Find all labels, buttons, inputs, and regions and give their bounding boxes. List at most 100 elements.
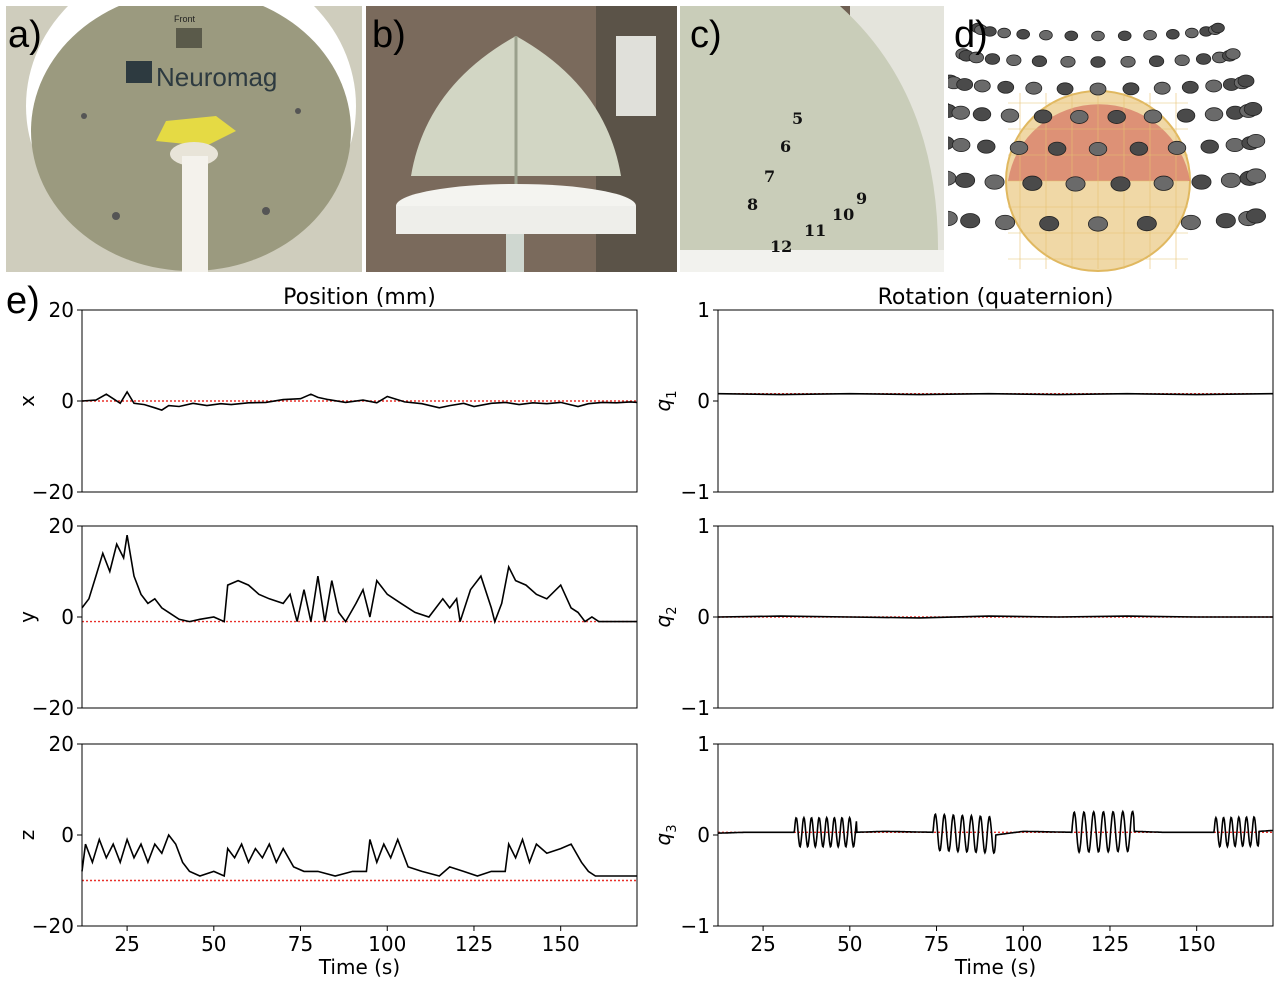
chart-x: Position (mm) 20 0 −20 x — [15, 285, 638, 504]
y-axis-label: q3 — [651, 825, 680, 846]
y-tick-label: 0 — [697, 389, 710, 413]
axes-frame — [717, 309, 1274, 493]
sensor-dot — [1167, 140, 1187, 155]
sensor-dot — [1091, 30, 1105, 42]
sensor-dot — [1110, 176, 1131, 192]
phantom-photo-b — [366, 6, 677, 272]
sensor-dot — [1245, 208, 1266, 224]
x-tick-label: 125 — [455, 932, 493, 956]
y-axis-label: y — [15, 611, 39, 623]
y-tick-label: −1 — [681, 914, 710, 938]
y-axis-label: z — [15, 830, 39, 841]
sensor-dot — [972, 107, 992, 122]
sensor-dot — [1009, 140, 1029, 155]
sensor-dot — [1060, 55, 1076, 68]
sensor-dot — [1070, 109, 1089, 124]
series-line-z — [81, 833, 637, 878]
y-axis-label: x — [15, 395, 39, 407]
sensor-dot — [1215, 213, 1236, 229]
series-line-x — [81, 390, 638, 411]
sensor-dot — [1031, 55, 1048, 68]
x-axis-label: Time (s) — [318, 955, 400, 979]
y-tick-label: 20 — [49, 732, 74, 756]
panel-letter-c: c) — [690, 14, 722, 56]
sensor-dot — [1191, 174, 1212, 190]
sensor-dot — [1174, 54, 1190, 67]
sensor-dot — [956, 78, 974, 91]
sensor-dot — [1039, 30, 1053, 41]
y-tick-label: 20 — [49, 514, 74, 538]
phantom-photo-c: 5 6 7 8 9 10 11 12 — [680, 6, 944, 272]
neuromag-logo: Neuromag — [156, 62, 277, 92]
sensor-dot — [1136, 216, 1157, 232]
y-tick-label: −1 — [681, 696, 710, 720]
panel-letter-e: e) — [6, 280, 40, 322]
sensor-dot — [1122, 82, 1140, 96]
sensor-dot — [1185, 27, 1199, 39]
sensor-dot — [1129, 141, 1149, 156]
sensor-dot — [977, 139, 996, 154]
sensor-dot — [984, 53, 1001, 65]
sensor-dot — [1225, 137, 1245, 152]
y-tick-label: −20 — [32, 696, 74, 720]
sensor-dot — [1089, 82, 1107, 96]
sensor-dot — [1153, 81, 1171, 95]
marker-label-9: 9 — [856, 189, 867, 208]
y-axis-label: q2 — [651, 607, 680, 628]
series-line-q1 — [717, 392, 1274, 396]
phantom-photo-a: Neuromag Front — [6, 6, 362, 272]
x-axis-label: Time (s) — [954, 955, 1036, 979]
x-tick-label: 75 — [924, 932, 949, 956]
sensor-dot — [1087, 216, 1108, 232]
photo-panel-d — [948, 6, 1274, 272]
sensor-dot — [1064, 30, 1079, 41]
x-tick-label: 100 — [1004, 932, 1042, 956]
sensor-dot — [997, 80, 1015, 94]
photo-panel-a: Neuromag Front — [6, 6, 362, 272]
sensor-dot — [1225, 48, 1241, 60]
sensor-dot — [1065, 176, 1086, 192]
y-tick-label: −20 — [32, 480, 74, 504]
marker-label-7: 7 — [764, 167, 775, 186]
sensor-dot — [1220, 172, 1241, 188]
sensor-dot — [1200, 139, 1219, 154]
panel-letter-a: a) — [8, 14, 42, 56]
y-tick-label: 1 — [697, 298, 710, 322]
x-tick-label: 150 — [1178, 932, 1216, 956]
chart-q2: 1 0 −1 q2 — [651, 514, 1274, 720]
sensor-dot — [960, 213, 981, 229]
sensor-dot — [1117, 30, 1132, 41]
x-tick-label: 50 — [201, 932, 226, 956]
axes-frame — [81, 525, 638, 709]
sensor-dot — [948, 210, 958, 227]
marker-label-11: 11 — [804, 221, 826, 240]
y-tick-label: 20 — [49, 298, 74, 322]
sensor-dot — [951, 137, 971, 152]
sensor-dot — [1243, 102, 1263, 117]
axes-frame — [81, 743, 638, 927]
x-tick-label: 50 — [837, 932, 862, 956]
chart-q1: Rotation (quaternion) 1 0 −1 q1 — [651, 285, 1274, 504]
sensor-dot — [1056, 82, 1074, 96]
y-tick-label: 0 — [61, 605, 74, 629]
photo-panel-c: 5 6 7 8 9 10 11 12 — [680, 6, 944, 272]
sensor-dot — [995, 214, 1016, 231]
y-axis-label: q1 — [651, 391, 680, 412]
sensor-dot — [1237, 74, 1255, 88]
sensor-dot — [1047, 141, 1067, 156]
y-tick-label: 0 — [697, 823, 710, 847]
sensor-dot — [1205, 79, 1223, 93]
sensor-dot — [1181, 80, 1199, 94]
sensor-dot — [1176, 108, 1196, 123]
sensor-dot — [1107, 109, 1126, 124]
sensor-dot — [1245, 168, 1266, 184]
sensor-dot — [1143, 30, 1157, 41]
sensor-dot — [1006, 54, 1022, 67]
sensor-dot — [948, 170, 957, 186]
sensor-dot — [997, 27, 1011, 39]
chart-z: 20 0 −20 25 50 75 100 125 150 Time (s) z — [15, 732, 638, 979]
panel-letter-d: d) — [954, 14, 988, 56]
series-line-q3 — [718, 809, 1273, 855]
x-tick-label: 150 — [542, 932, 580, 956]
sensor-dot — [1180, 214, 1201, 231]
